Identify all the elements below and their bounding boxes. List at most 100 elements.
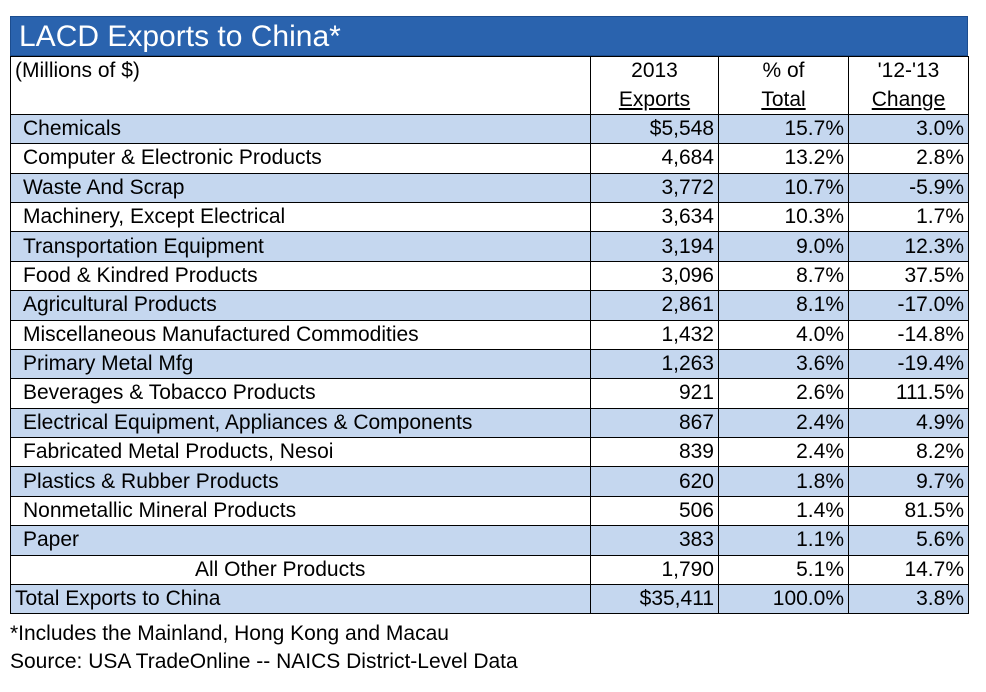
row-category: Primary Metal Mfg [10,348,591,380]
row-category: Food & Kindred Products [10,260,591,292]
row-exports: 1,432 [590,319,719,350]
row-pct-total: 2.4% [718,437,849,468]
total-exports: $35,411 [590,584,719,615]
row-pct-total: 10.3% [718,201,849,233]
table-row: Chemicals $5,548 15.7% 3.0% [10,113,969,145]
row-change: 8.2% [848,437,969,468]
pct-header-label: Total [761,87,806,111]
row-category: Beverages & Tobacco Products [10,378,591,409]
total-change: 3.8% [848,584,969,615]
table-row: Food & Kindred Products 3,096 8.7% 37.5% [10,260,969,292]
unit-label: (Millions of $) [10,56,591,86]
row-category: Chemicals [10,113,591,145]
row-category: Nonmetallic Mineral Products [10,495,591,527]
row-exports: 921 [590,378,719,409]
row-pct-total: 10.7% [718,172,849,203]
row-category: Plastics & Rubber Products [10,466,591,497]
row-change: 37.5% [848,260,969,292]
row-pct-total: 3.6% [718,348,849,380]
row-exports: 4,684 [590,143,719,174]
row-exports: 2,861 [590,290,719,321]
row-exports: 867 [590,407,719,439]
row-pct-total: 15.7% [718,113,849,145]
exports-header-label: Exports [618,87,691,111]
exports-header-year: 2013 [590,56,719,86]
row-change: 5.6% [848,525,969,556]
row-pct-total: 8.7% [718,260,849,292]
row-pct-total: 13.2% [718,143,849,174]
row-exports: 1,263 [590,348,719,380]
footnote: *Includes the Mainland, Hong Kong and Ma… [10,622,449,645]
table-row: Miscellaneous Manufactured Commodities 1,… [10,319,969,350]
header-row-top: (Millions of $) 2013 % of '12-'13 [10,56,969,86]
table-row: All Other Products 1,790 5.1% 14.7% [10,554,969,586]
change-header-top: '12-'13 [848,56,969,86]
row-exports: 3,096 [590,260,719,292]
row-pct-total: 1.4% [718,495,849,527]
row-category: Miscellaneous Manufactured Commodities [10,319,591,350]
change-header-label: Change [871,87,946,111]
row-change: -14.8% [848,319,969,350]
total-pct: 100.0% [718,584,849,615]
row-exports: 3,772 [590,172,719,203]
row-category: All Other Products [10,554,591,586]
row-exports: 620 [590,466,719,497]
table-row: Agricultural Products 2,861 8.1% -17.0% [10,290,969,321]
table-row: Primary Metal Mfg 1,263 3.6% -19.4% [10,348,969,380]
row-exports: 506 [590,495,719,527]
row-change: 12.3% [848,231,969,262]
row-pct-total: 5.1% [718,554,849,586]
row-change: -19.4% [848,348,969,380]
row-change: 111.5% [848,378,969,409]
row-change: -17.0% [848,290,969,321]
table-row: Beverages & Tobacco Products 921 2.6% 111.5… [10,378,969,409]
table-row: Electrical Equipment, Appliances & Compo… [10,407,969,439]
row-exports: 1,790 [590,554,719,586]
row-category: Electrical Equipment, Appliances & Compo… [10,407,591,439]
row-change: -5.9% [848,172,969,203]
header-spacer [10,85,591,115]
row-pct-total: 2.6% [718,378,849,409]
table-row: Waste And Scrap 3,772 10.7% -5.9% [10,172,969,203]
table-row: Transportation Equipment 3,194 9.0% 12.3% [10,231,969,262]
row-category: Waste And Scrap [10,172,591,203]
table-row: Paper 383 1.1% 5.6% [10,525,969,556]
table-title: LACD Exports to China* [10,16,968,56]
row-category: Paper [10,525,591,556]
total-label: Total Exports to China [10,584,591,615]
row-change: 9.7% [848,466,969,497]
header-row-bottom: Exports Total Change [10,85,969,115]
total-row: Total Exports to China $35,411 100.0% 3.8% [10,584,969,615]
pct-header-top: % of [718,56,849,86]
table-row: Machinery, Except Electrical 3,634 10.3% 1.… [10,201,969,233]
row-pct-total: 9.0% [718,231,849,262]
row-exports: 3,194 [590,231,719,262]
row-category: Fabricated Metal Products, Nesoi [10,437,591,468]
row-change: 81.5% [848,495,969,527]
row-exports: $5,548 [590,113,719,145]
table-row: Nonmetallic Mineral Products 506 1.4% 81.5% [10,495,969,527]
row-pct-total: 1.1% [718,525,849,556]
row-change: 2.8% [848,143,969,174]
row-category: Agricultural Products [10,290,591,321]
row-pct-total: 2.4% [718,407,849,439]
source-note: Source: USA TradeOnline -- NAICS Distric… [10,650,518,673]
table-row: Plastics & Rubber Products 620 1.8% 9.7% [10,466,969,497]
row-pct-total: 4.0% [718,319,849,350]
table-row: Fabricated Metal Products, Nesoi 839 2.4% 8… [10,437,969,468]
table-row: Computer & Electronic Products 4,684 13.2%… [10,143,969,174]
row-category: Machinery, Except Electrical [10,201,591,233]
row-exports: 839 [590,437,719,468]
row-pct-total: 8.1% [718,290,849,321]
row-change: 1.7% [848,201,969,233]
row-change: 14.7% [848,554,969,586]
row-change: 4.9% [848,407,969,439]
exports-table: (Millions of $) 2013 % of '12-'13 Export… [10,56,969,615]
row-exports: 3,634 [590,201,719,233]
row-exports: 383 [590,525,719,556]
row-category: Transportation Equipment [10,231,591,262]
row-change: 3.0% [848,113,969,145]
row-pct-total: 1.8% [718,466,849,497]
row-category: Computer & Electronic Products [10,143,591,174]
